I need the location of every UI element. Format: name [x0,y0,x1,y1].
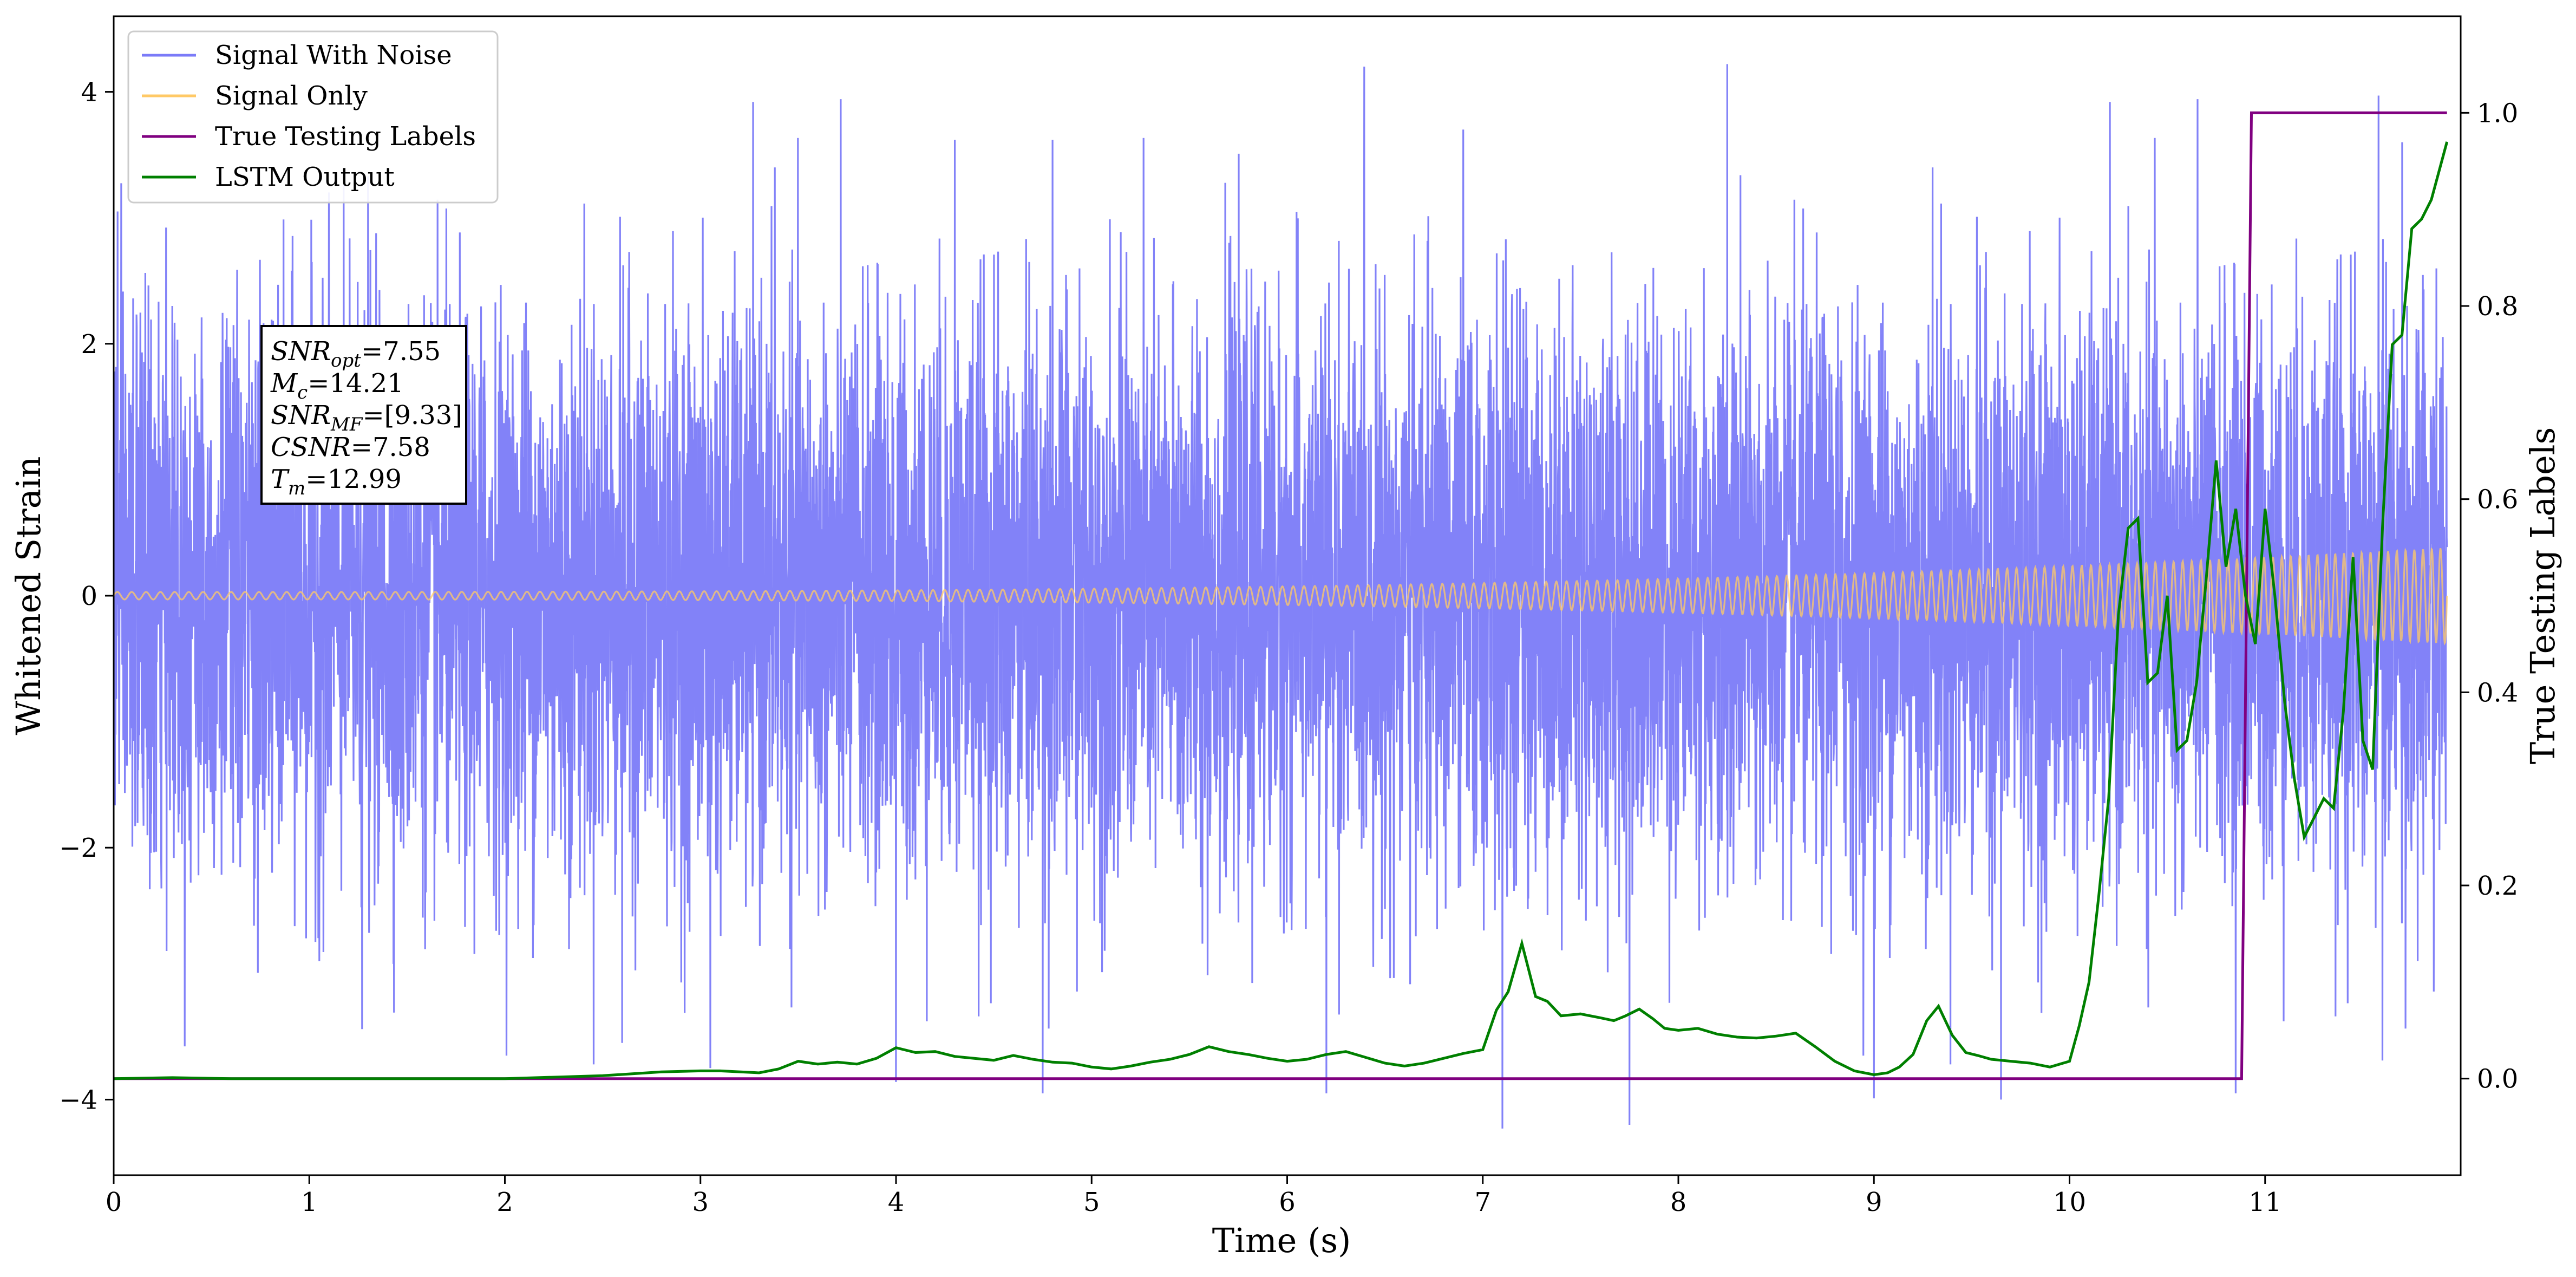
y-axis-left-label: Whitened Strain [9,457,48,735]
legend-box [127,30,499,204]
x-tick-label: 10 [2053,1187,2086,1217]
x-tick-label: 7 [1474,1187,1491,1217]
x-tick-label: 11 [2248,1187,2281,1217]
legend-label-signal-only: Signal Only [215,81,368,111]
series-signal-with-noise [114,64,2448,1129]
x-tick-label: 8 [1670,1187,1687,1217]
x-tick-label: 4 [888,1187,905,1217]
y-right-tick-label: 0.4 [2477,677,2518,708]
x-tick-label: 6 [1279,1187,1296,1217]
legend-label-signal-with-noise: Signal With Noise [215,40,452,70]
y-right-tick-label: 0.8 [2477,291,2518,322]
legend: Signal With Noise Signal Only True Testi… [127,30,499,204]
x-tick-label: 2 [496,1187,513,1217]
annotation-frame [260,325,467,505]
y-right-tick-label: 0.0 [2477,1064,2518,1094]
annotation-line: CSNR=7.58 [271,432,430,462]
y-right-tick-label: 0.2 [2477,871,2518,901]
series-lstm-output [114,141,2449,1080]
y-axis-right-label: True Testing Labels [2523,427,2562,765]
annotation-line: SNRopt=7.55 [271,336,441,372]
legend-label-lstm-output: LSTM Output [215,162,395,192]
x-tick-label: 9 [1866,1187,1882,1217]
annotation-box: SNRopt=7.55Mc=14.21SNRMF=[9.33]CSNR=7.58… [260,325,467,505]
y-right-tick-label: 0.6 [2477,485,2518,515]
plot-area [114,64,2449,1129]
annotation-line: SNRMF=[9.33] [271,400,462,435]
x-axis-label: Time (s) [1212,1221,1351,1260]
x-tick-label: 5 [1083,1187,1100,1217]
y-left-tick-label: 4 [81,77,97,108]
y-left-tick-label: −4 [59,1085,97,1115]
series-signal-only [114,547,2448,646]
y-left-tick-label: −2 [59,833,97,863]
x-tick-label: 0 [106,1187,122,1217]
annotation-line: Mc=14.21 [270,368,404,403]
legend-label-true-testing-labels: True Testing Labels [215,121,476,152]
y-axis-right-ticks: 0.0 0.2 0.4 0.6 0.8 1.0 [2461,98,2518,1094]
y-left-tick-label: 2 [81,329,97,360]
y-axis-left-ticks: −4 −2 0 2 4 [59,77,114,1115]
annotation-line: Tm=12.99 [271,464,402,499]
x-axis-ticks: 0 1 2 3 4 5 6 7 8 9 10 11 [106,1175,2281,1217]
y-right-tick-label: 1.0 [2477,98,2518,128]
y-left-tick-label: 0 [81,581,97,611]
x-tick-label: 1 [301,1187,318,1217]
x-tick-label: 3 [692,1187,709,1217]
